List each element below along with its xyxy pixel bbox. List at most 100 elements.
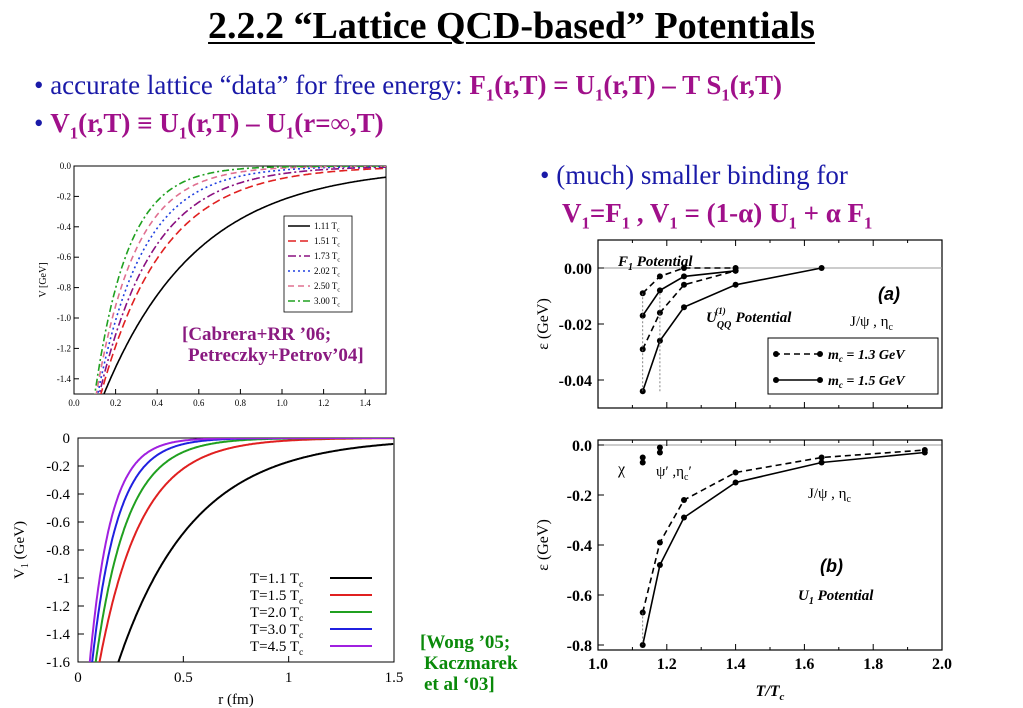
- data-point-a: [681, 265, 687, 271]
- series-line-T-1-5-Tc: [98, 438, 394, 662]
- bullet-potential-definition: • V1(r,T) ≡ U1(r,T) – U1(r=∞,T): [34, 108, 384, 143]
- data-point-a: [656, 273, 663, 280]
- legend-label: 2.50 Tc: [314, 281, 340, 293]
- x-axis-label-b: T/Tc: [756, 683, 785, 703]
- chi-label: χ: [617, 461, 626, 478]
- legend-label: 1.73 Tc: [314, 251, 340, 263]
- data-point-a: [656, 337, 663, 344]
- data-point-b: [818, 459, 825, 466]
- series-line-1-73-Tc: [98, 166, 386, 394]
- y-tick-label-b: 0.0: [572, 438, 592, 455]
- data-point-a: [732, 267, 739, 274]
- legend-label: 1.51 Tc: [314, 236, 340, 248]
- legend-label-a: mc = 1.5 GeV: [828, 374, 906, 390]
- y-tick-label: -1.0: [57, 313, 72, 323]
- jpsi-label-a: J/ψ , ηc: [850, 314, 894, 333]
- citation-cabrera: [Cabrera+RR ’06; Petreczky+Petrov’04]: [182, 324, 364, 366]
- y-tick-label: -1.2: [46, 599, 70, 615]
- data-point-a: [681, 281, 687, 288]
- x-tick-label: 0: [74, 670, 82, 686]
- series-line-T-2-0-Tc: [94, 438, 394, 662]
- data-point-b: [921, 449, 928, 456]
- series-line-2-50-Tc: [95, 166, 386, 394]
- citation-cabrera-line1: [Cabrera+RR ’06;: [182, 324, 332, 345]
- x-tick-label: 1.4: [360, 398, 372, 408]
- legend-label-a: mc = 1.3 GeV: [828, 348, 906, 364]
- x-tick-label-b: 2.0: [932, 656, 952, 673]
- y-tick-label: -1.4: [57, 374, 72, 384]
- binding-energy-charts: 0.00 -0.02 -0.04 ε (GeV) F1 Potential UQQ(1) …: [522, 230, 964, 708]
- legend-label: 2.02 Tc: [314, 266, 340, 278]
- slide-title: 2.2.2 “Lattice QCD-based” Potentials: [208, 5, 815, 47]
- jpsi-label-b: J/ψ , ηc: [808, 486, 852, 505]
- y-tick-label-a: -0.02: [559, 317, 592, 334]
- panel-label-b: (b): [820, 556, 843, 576]
- y-tick-label: -0.6: [57, 252, 72, 262]
- y-axis-label-b: ε (GeV): [535, 519, 552, 571]
- y-tick-label: 0: [63, 431, 71, 447]
- y-axis-label-a: ε (GeV): [535, 298, 552, 350]
- y-tick-label: -0.8: [57, 283, 72, 293]
- y-tick-label-a: 0.00: [564, 261, 592, 278]
- excited-state-point: [656, 444, 663, 451]
- series-group: [94, 166, 386, 394]
- legend-label: 3.00 Tc: [314, 296, 340, 308]
- series-line-1-11-Tc: [103, 176, 386, 394]
- legend-dot-a: [817, 377, 823, 383]
- panel-label-a: (a): [878, 284, 900, 304]
- x-tick-label: 0.8: [235, 398, 247, 408]
- x-axis-label: r (fm): [218, 692, 253, 708]
- y-axis-label: V [GeV]: [38, 262, 49, 297]
- x-tick-label: 0.0: [68, 398, 80, 408]
- y-tick-label-a: -0.04: [559, 373, 592, 390]
- data-point-a: [732, 281, 739, 288]
- series-line-a: [641, 270, 736, 350]
- binding-energy-svg: 0.00 -0.02 -0.04 ε (GeV) F1 Potential UQQ(1) …: [535, 239, 952, 703]
- bullet-free-energy-text: • accurate lattice “data” for free energ…: [34, 70, 470, 100]
- data-point-a: [656, 287, 663, 294]
- data-point-a: [818, 265, 825, 271]
- x-tick-label: 0.6: [193, 398, 205, 408]
- legend-dot-a: [773, 351, 779, 357]
- data-point-a: [681, 304, 687, 311]
- x-tick-label: 1.5: [385, 670, 404, 686]
- x-tick-label: 1.0: [276, 398, 288, 408]
- data-point-b: [681, 514, 687, 521]
- x-tick-label: 0.2: [110, 398, 121, 408]
- bullet-smaller-binding: • (much) smaller binding for: [540, 160, 848, 190]
- y-tick-label-b: -0.8: [567, 638, 592, 655]
- legend-label: T=2.0 Tc: [250, 605, 304, 624]
- legend-box-a: [767, 337, 939, 395]
- citation-cabrera-line2: Petreczky+Petrov’04]: [188, 345, 364, 366]
- legend-box: [283, 215, 353, 313]
- x-tick-label: 1.2: [318, 398, 329, 408]
- y-axis-label: V1 (GeV): [12, 521, 31, 579]
- data-point-b: [681, 497, 687, 503]
- data-point-a: [639, 312, 646, 319]
- x-tick-label: 0.5: [174, 670, 193, 686]
- x-tick-label-b: 1.8: [863, 656, 883, 673]
- x-tick-label: 1: [285, 670, 293, 686]
- legend-label: T=4.5 Tc: [250, 639, 304, 658]
- series-line-T-1-1-Tc: [117, 443, 394, 662]
- potential-definition-formula: V1(r,T) ≡ U1(r,T) – U1(r=∞,T): [50, 108, 384, 143]
- data-point-b: [732, 479, 739, 486]
- y-tick-label: -0.4: [46, 487, 70, 503]
- data-point-b: [732, 469, 739, 476]
- v1-potential-chart: 0 -0.2 -0.4 -0.6 -0.8 -1 -1.2 -1.4 -1.6 0 0.5 1 1.5 r…: [2, 412, 412, 708]
- y-tick-label-b: -0.4: [567, 538, 592, 555]
- y-tick-label: -1: [58, 571, 71, 587]
- y-tick-label: -1.2: [57, 343, 71, 353]
- series-line-a: [642, 270, 736, 317]
- series-group: [88, 438, 394, 662]
- bullet-free-energy: • accurate lattice “data” for free energ…: [34, 70, 782, 105]
- data-point-b: [656, 539, 663, 546]
- series-line-T-4-5-Tc: [88, 438, 394, 662]
- uqq-potential-label: UQQ(1) Potential: [706, 306, 792, 331]
- x-tick-label-b: 1.2: [657, 656, 677, 673]
- series-line-b: [641, 449, 925, 613]
- x-tick-label-b: 1.4: [726, 656, 746, 673]
- citation-wong: [Wong ’05; Kaczmarek et al ‘03]: [420, 632, 518, 695]
- lattice-potential-svg: 0.0 -0.2 -0.4 -0.6 -0.8 -1.0 -1.2 -1.4 0.0 0.2 0.4…: [38, 161, 387, 408]
- legend-label: T=1.1 Tc: [250, 571, 304, 590]
